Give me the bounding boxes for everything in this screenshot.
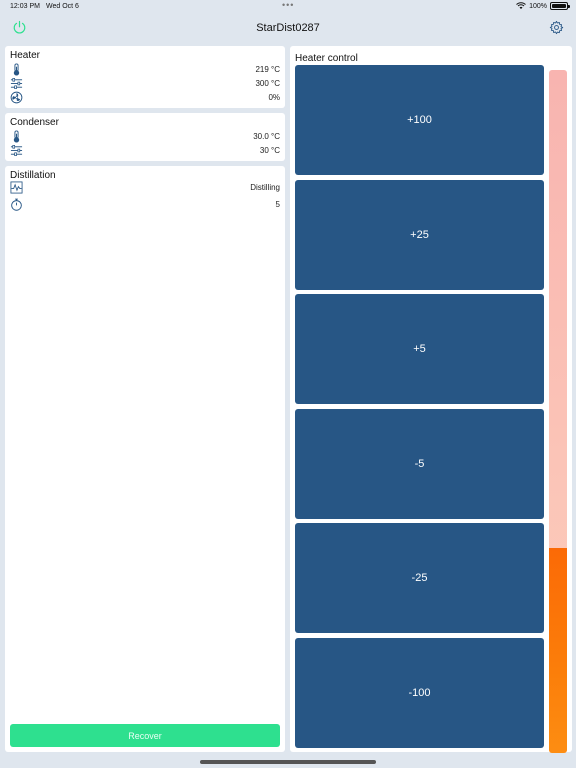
distillation-card: Distillation Distilling 5 Recover (5, 166, 285, 752)
status-date: Wed Oct 6 (46, 3, 79, 10)
heater-card: Heater 219 °C 300 °C 0% (5, 46, 285, 108)
decrease-5-button[interactable]: -5 (295, 409, 544, 519)
recover-button[interactable]: Recover (10, 724, 280, 747)
battery-percent: 100% (529, 2, 547, 10)
fan-icon (10, 91, 23, 104)
status-bar: 12:03 PM Wed Oct 6 ••• 100% (0, 0, 576, 14)
thermometer-icon (13, 130, 20, 143)
nav-bar: StarDist0287 (0, 14, 576, 42)
heater-power-row: 0% (10, 91, 280, 105)
heater-level-fill (549, 548, 567, 753)
heater-setpoint-row: 300 °C (10, 77, 280, 91)
wifi-icon (516, 2, 526, 9)
heater-control-card: Heater control +100 +25 +5 -5 -25 -100 (290, 46, 572, 753)
increase-5-button[interactable]: +5 (295, 294, 544, 404)
heater-title: Heater (10, 50, 41, 61)
distillation-status-row: Distilling (10, 181, 280, 195)
power-icon[interactable] (12, 20, 27, 35)
multitasking-dots[interactable]: ••• (282, 0, 295, 10)
distillation-count-row: 5 (10, 198, 280, 212)
decrease-25-button[interactable]: -25 (295, 523, 544, 633)
heater-control-title: Heater control (295, 53, 358, 64)
increase-25-button[interactable]: +25 (295, 180, 544, 290)
thermometer-icon (13, 63, 20, 76)
page-title: StarDist0287 (256, 22, 320, 34)
heater-temperature-value: 219 °C (255, 65, 280, 74)
condenser-title: Condenser (10, 117, 59, 128)
waveform-icon (10, 181, 23, 194)
heater-setpoint-value: 300 °C (255, 79, 280, 88)
condenser-temperature-row: 30.0 °C (10, 130, 280, 144)
increase-100-button[interactable]: +100 (295, 65, 544, 175)
decrease-100-button[interactable]: -100 (295, 638, 544, 748)
distillation-title: Distillation (10, 170, 56, 181)
heater-level-bar (549, 70, 567, 753)
condenser-card: Condenser 30.0 °C 30 °C (5, 113, 285, 161)
heater-power-value: 0% (268, 93, 280, 102)
gear-icon[interactable] (549, 20, 564, 35)
status-time: 12:03 PM (10, 3, 40, 10)
sliders-icon (10, 145, 23, 156)
battery-icon (550, 2, 570, 10)
status-right: 100% (516, 2, 570, 10)
condenser-temperature-value: 30.0 °C (253, 132, 280, 141)
home-indicator[interactable] (200, 760, 376, 764)
distillation-status-value: Distilling (250, 183, 280, 192)
stopwatch-icon (11, 198, 22, 211)
condenser-setpoint-value: 30 °C (259, 146, 280, 155)
distillation-count-value: 5 (275, 200, 280, 209)
heater-temperature-row: 219 °C (10, 63, 280, 77)
condenser-setpoint-row: 30 °C (10, 144, 280, 158)
sliders-icon (10, 78, 23, 89)
